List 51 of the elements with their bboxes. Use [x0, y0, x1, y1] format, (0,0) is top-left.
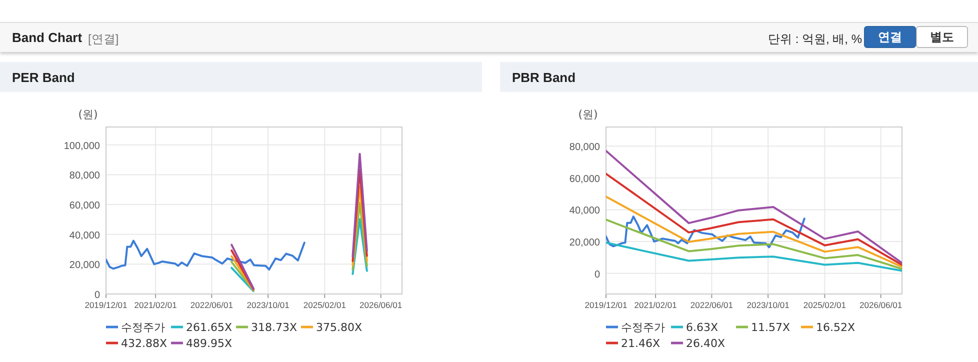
line-series — [606, 218, 902, 270]
chart-title: PER Band — [12, 70, 75, 85]
text: 연결 — [864, 26, 916, 48]
legend-label: 16.52X — [816, 321, 856, 334]
legend-label: 6.63X — [686, 321, 718, 334]
line-series — [106, 240, 306, 271]
y-axis-title: (원) — [578, 108, 598, 121]
x-tick-label: 2026/06/01 — [860, 300, 902, 310]
x-tick-label: 2023/10/01 — [246, 300, 290, 310]
legend-label: 489.95X — [186, 337, 232, 350]
legend-label: 21.46X — [621, 337, 660, 350]
y-tick-label: 60,000 — [69, 200, 100, 212]
x-tick-label: 2019/12/01 — [584, 300, 628, 310]
legend-label: 375.80X — [316, 321, 362, 334]
chart-title: PBR Band — [512, 70, 576, 85]
x-tick-label: 2025/02/01 — [303, 300, 346, 310]
y-tick-label: 20,000 — [69, 260, 100, 272]
y-tick-label: 60,000 — [569, 174, 600, 185]
legend-label: 26.40X — [686, 337, 726, 350]
x-tick-label: 2021/02/01 — [634, 300, 678, 310]
line-series — [606, 150, 902, 264]
y-tick-label: 0 — [94, 290, 100, 301]
x-tick-label: 2019/12/01 — [84, 300, 128, 310]
x-tick-label: 2026/06/01 — [360, 300, 402, 310]
x-tick-label: 2021/02/01 — [134, 300, 178, 310]
text: 단위 : 억원, 배, % — [768, 31, 862, 48]
line-series — [606, 216, 806, 248]
legend-label: 432.88X — [121, 337, 168, 350]
y-tick-label: 0 — [594, 269, 600, 280]
legend-label: 11.57X — [751, 321, 790, 334]
line-series — [606, 242, 902, 272]
y-tick-label: 100,000 — [64, 140, 100, 152]
text: [연결] — [88, 31, 119, 48]
text: Band Chart — [12, 30, 82, 45]
x-tick-label: 2022/06/01 — [690, 300, 734, 310]
y-tick-label: 80,000 — [69, 170, 100, 182]
y-tick-label: 20,000 — [569, 238, 600, 249]
x-tick-label: 2022/06/01 — [190, 300, 234, 310]
x-tick-label: 2025/02/01 — [803, 300, 846, 310]
y-tick-label: 80,000 — [569, 142, 600, 154]
y-axis-title: (원) — [78, 108, 98, 121]
line-series — [606, 172, 902, 266]
line-series — [606, 196, 902, 268]
text: 별도 — [916, 26, 968, 48]
x-tick-label: 2023/10/01 — [746, 300, 790, 310]
legend-label: 318.73X — [251, 321, 298, 334]
legend-label: 261.65X — [186, 321, 232, 334]
legend-label: 수정주가 — [121, 321, 165, 334]
legend-label: 수정주가 — [621, 321, 665, 334]
y-tick-label: 40,000 — [569, 206, 600, 217]
y-tick-label: 40,000 — [69, 230, 100, 242]
